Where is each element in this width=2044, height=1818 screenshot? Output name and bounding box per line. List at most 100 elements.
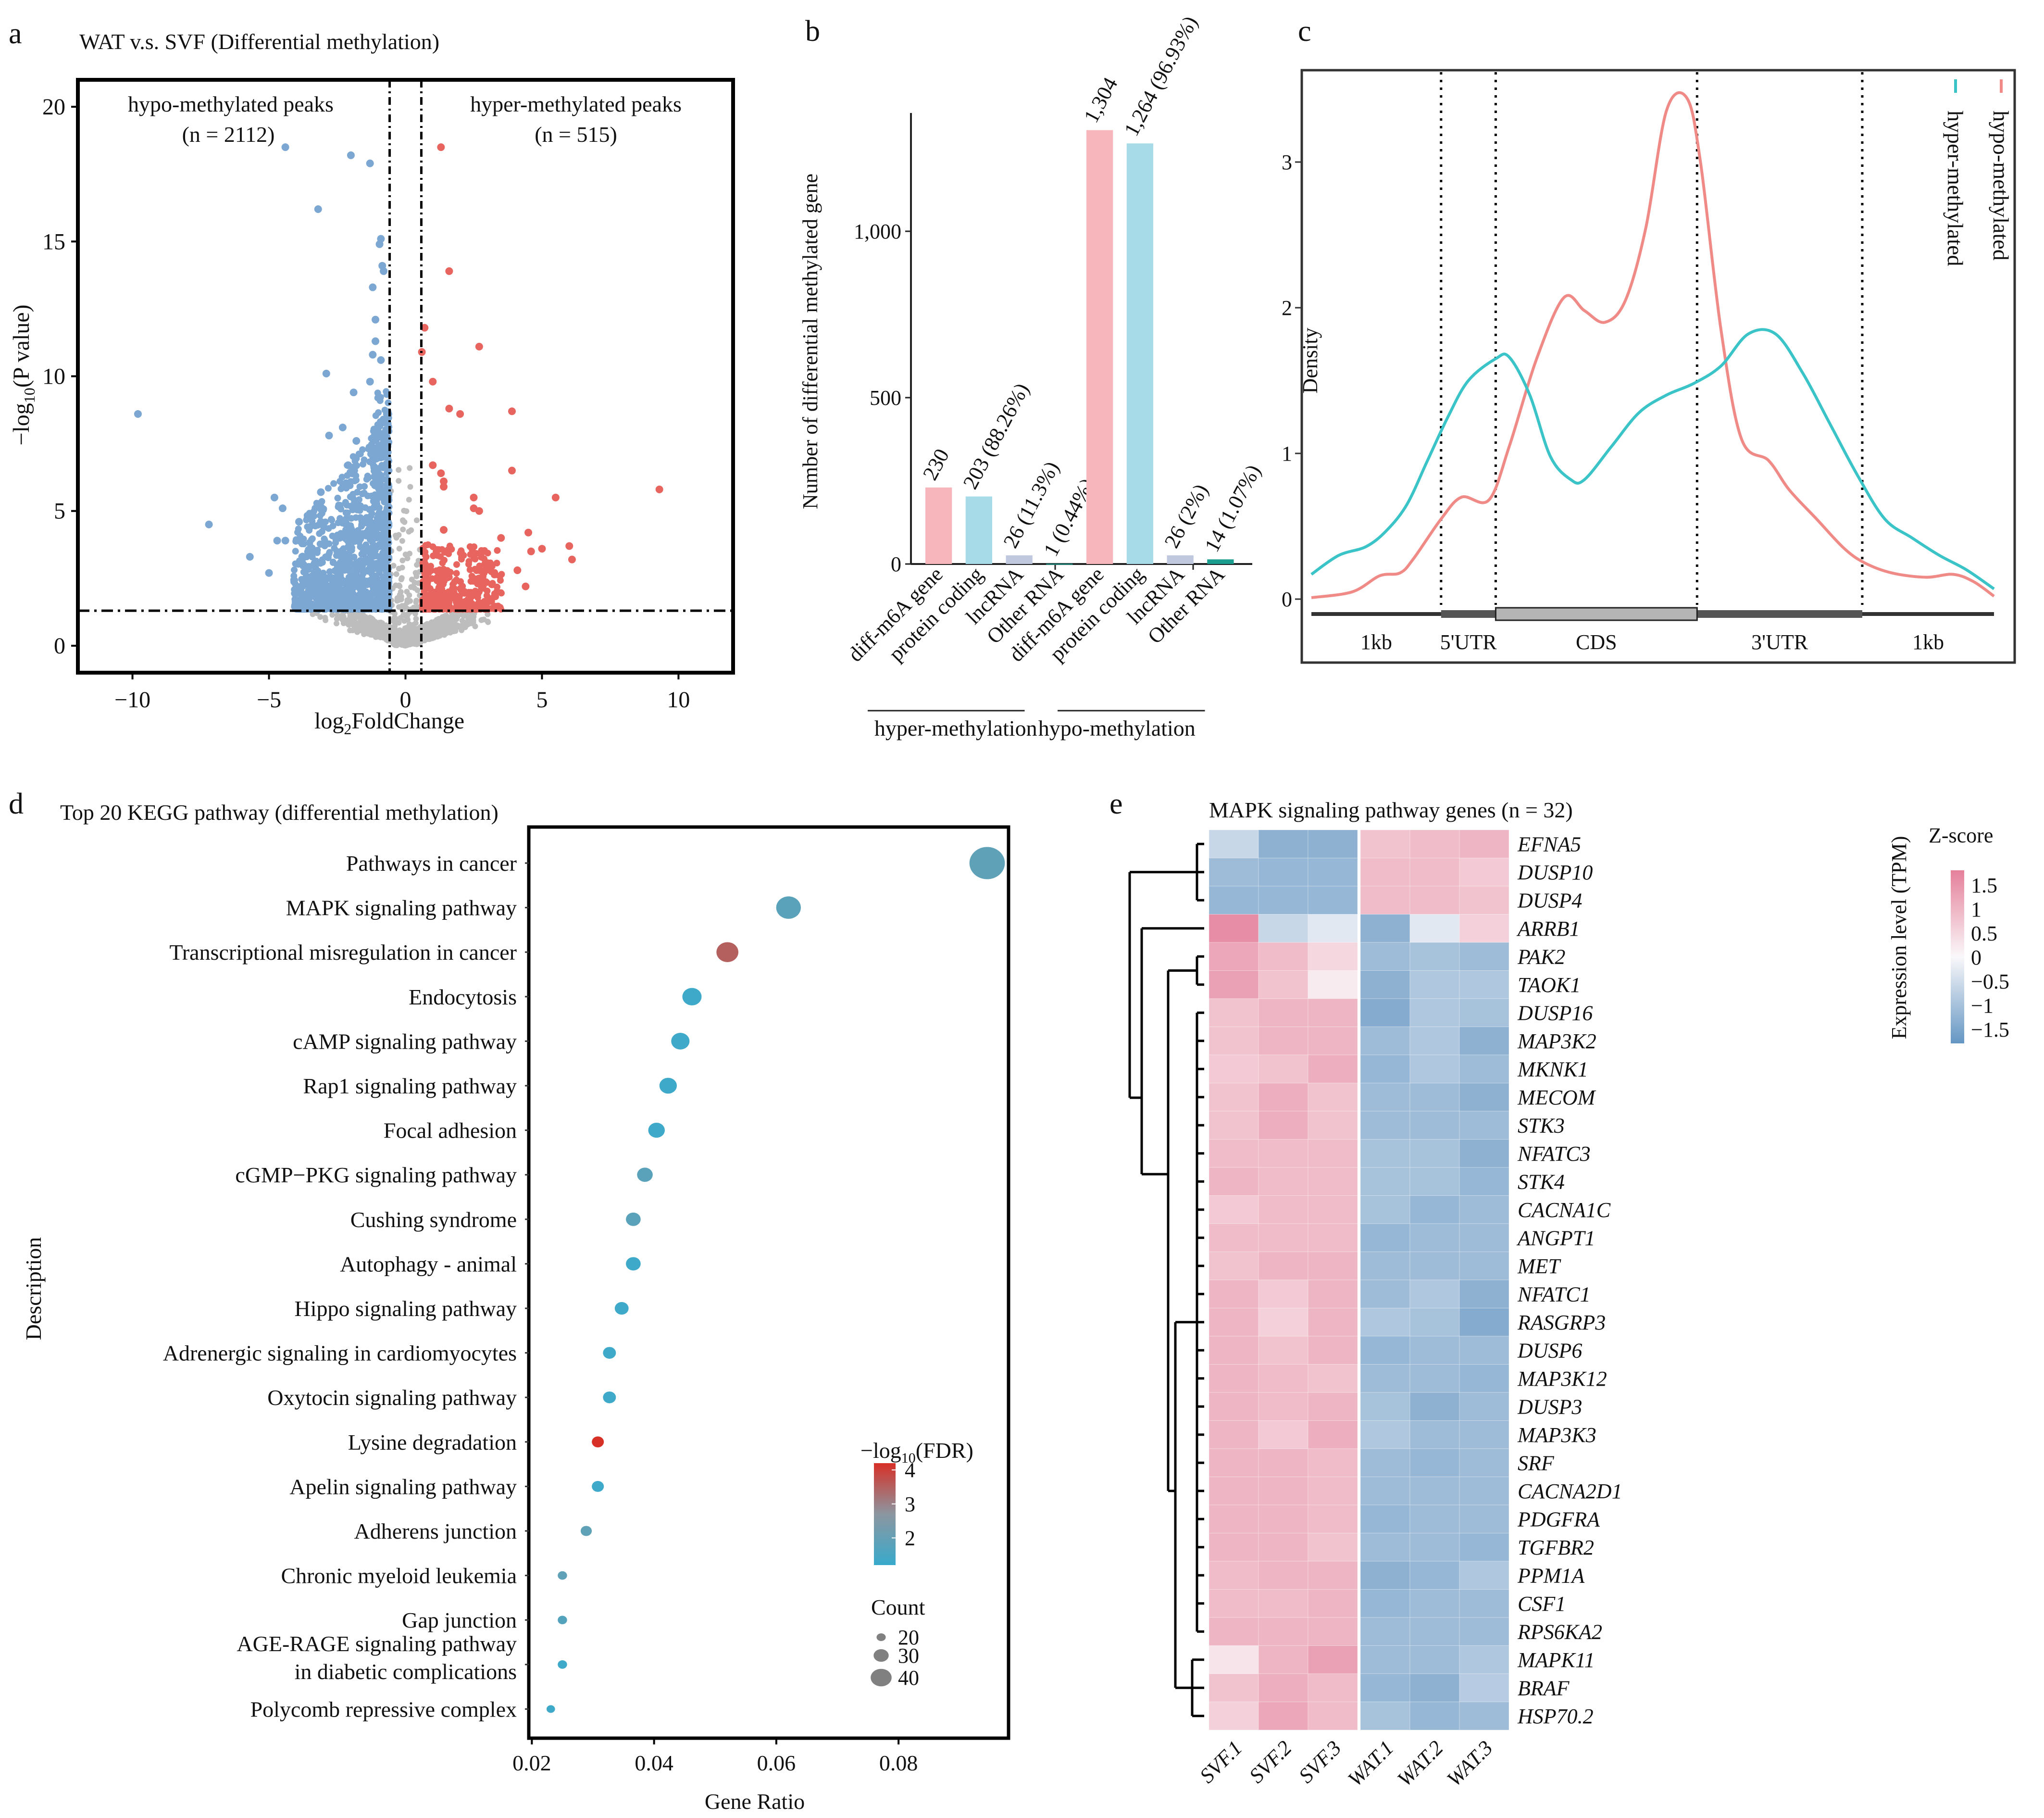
point-hypo [327,575,334,582]
heatmap-cell [1308,1420,1358,1449]
point-hyper [440,483,448,491]
point-hyper [429,461,437,469]
point-hypo [278,504,287,513]
point-ns [412,611,418,617]
panel-label-c: c [1298,15,1311,48]
point-hyper [453,561,460,568]
heatmap-cell [1360,1364,1410,1393]
point-hypo [317,488,325,496]
heatmap-row [1209,829,1509,858]
heatmap-row [1209,942,1509,971]
point-ns [399,575,405,581]
point-hyper [441,549,448,556]
sample-label: SVF.3 [1294,1736,1346,1788]
heatmap-row [1209,1702,1509,1730]
heatmap-cell [1308,1589,1358,1618]
point-ns [349,614,356,621]
point-hypo [295,518,303,526]
point-hypo [371,482,378,489]
zscore-tick-label: −0.5 [1971,970,2009,993]
heatmap-cell [1308,1279,1358,1308]
heatmap-cell [1258,1617,1309,1646]
heatmap-cell [1459,1561,1509,1590]
point-ns [393,571,399,577]
point-hypo [205,520,213,528]
heatmap-cell [1459,1392,1509,1421]
heatmap-cell [1360,942,1410,971]
point-hyper [508,407,516,415]
point-hyper [483,592,490,599]
heatmap-cell [1409,942,1460,971]
heatmap-cell [1308,1083,1358,1112]
point-hypo [371,463,378,470]
point-hypo [369,283,377,291]
pathway-label: Transcriptional misregulation in cancer [169,940,517,965]
point-hypo [372,598,379,605]
point-hyper [422,606,429,613]
kegg-legend-color-title: −log10(FDR) [860,1438,973,1466]
point-ns [334,620,340,627]
y-tick-label: 1,000 [854,220,901,243]
heatmap-cell [1308,1702,1358,1730]
kegg-row: Hippo signaling pathway [295,1296,629,1321]
heatmap-cell [1459,1448,1509,1477]
pathway-dot [558,1571,567,1580]
point-hyper [484,550,491,557]
point-hypo [346,550,353,557]
pathway-label: in diabetic complications [295,1659,517,1684]
sample-label: WAT.3 [1442,1736,1497,1791]
group-label: hypo-methylation [1038,716,1196,740]
point-hyper [445,267,453,275]
point-hypo [372,494,379,501]
pathway-dot [558,1660,567,1669]
point-hypo [341,577,348,585]
point-hypo [329,532,336,539]
point-hypo [326,568,333,575]
point-ns [379,626,386,632]
point-hypo [359,530,366,537]
heatmap-cell [1258,1392,1309,1421]
density-line-hyper-methylated [1310,328,1995,590]
point-hypo [295,526,302,533]
point-ns [355,627,361,633]
pathway-label: Autophagy - animal [340,1252,517,1276]
heatmap-cell [1459,1477,1509,1505]
count-legend-dot [876,1633,886,1641]
point-hypo [377,587,385,594]
point-hypo [358,551,365,558]
point-hyper [492,593,499,600]
point-hypo [377,445,385,452]
point-hypo [352,437,361,445]
heatmap-cell [1258,1139,1309,1168]
heatmap-cell [1360,1533,1410,1562]
x-tick-label: 0.02 [512,1751,551,1775]
pathway-label: Apelin signaling pathway [289,1474,517,1499]
heatmap-cell [1308,829,1358,858]
gene-label: CSF1 [1518,1592,1566,1616]
heatmap-cell [1258,1223,1309,1252]
point-hypo [335,503,342,511]
point-hyper [421,324,429,332]
point-hypo [369,351,377,359]
heatmap-cell [1308,914,1358,943]
point-hyper [475,507,483,515]
point-ns [396,478,402,484]
point-hypo [373,535,380,542]
heatmap-cell [1409,1223,1460,1252]
point-hyper [474,594,481,601]
point-hyper [437,469,445,477]
point-hyper [497,573,504,580]
zscore-tick-label: −1 [1971,994,1994,1017]
panel-label-a: a [9,17,22,50]
heatmap-cell [1258,1645,1309,1674]
point-ns [451,623,457,629]
bar-value-label: 1,264 (96.93%) [1120,12,1202,140]
point-hypo [296,583,303,590]
kegg-row: Autophagy - animal [340,1252,641,1276]
count-legend-label: 30 [898,1644,919,1668]
pathway-label: Oxytocin signaling pathway [267,1385,517,1410]
point-hypo [314,547,321,554]
point-hypo [281,143,289,151]
point-ns [391,611,398,617]
gene-label: RPS6KA2 [1517,1620,1602,1643]
